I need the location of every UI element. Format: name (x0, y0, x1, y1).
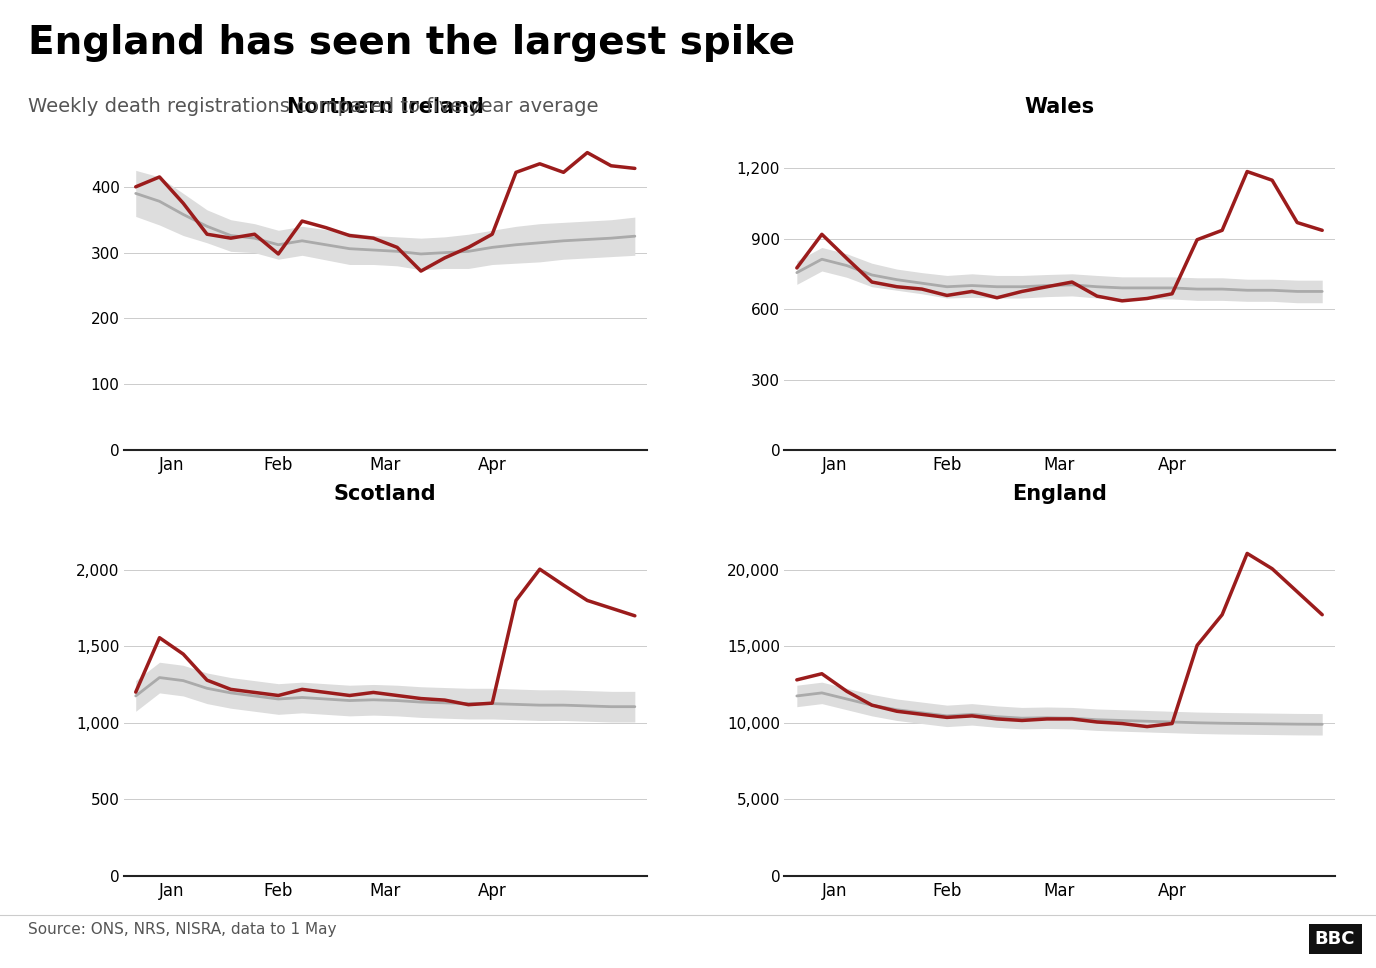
Text: BBC: BBC (1315, 930, 1355, 948)
Text: England has seen the largest spike: England has seen the largest spike (28, 24, 795, 62)
Title: England: England (1013, 484, 1106, 504)
Text: Source: ONS, NRS, NISRA, data to 1 May: Source: ONS, NRS, NISRA, data to 1 May (28, 922, 336, 937)
Title: Wales: Wales (1025, 97, 1094, 117)
Title: Northern Ireland: Northern Ireland (286, 97, 484, 117)
Title: Scotland: Scotland (334, 484, 436, 504)
Text: Weekly death registrations compared to five-year average: Weekly death registrations compared to f… (28, 97, 599, 116)
